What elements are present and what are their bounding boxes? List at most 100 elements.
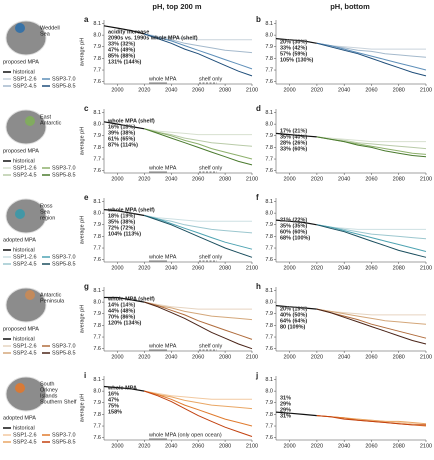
annotation: 68% (100%) xyxy=(280,235,310,241)
y-tick-label: 7.9 xyxy=(265,133,273,139)
x-tick-label: 2000 xyxy=(111,354,123,360)
series-line xyxy=(144,33,252,41)
annotation-header: whole MPA xyxy=(107,385,137,391)
series-line xyxy=(144,301,253,350)
x-tick-label: 2020 xyxy=(138,87,150,93)
antarctica xyxy=(5,109,47,145)
mpa-region xyxy=(15,209,25,219)
annotation: 39% (38%) xyxy=(108,130,135,136)
series-line xyxy=(144,33,253,70)
x-tick-label: 2020 xyxy=(311,443,323,449)
annotation: 105% (130%) xyxy=(280,57,313,63)
series-line xyxy=(316,224,427,252)
legend-label: SSP5-8.5 xyxy=(52,83,76,89)
y-tick-label: 7.7 xyxy=(265,334,273,340)
x-tick-label: 2020 xyxy=(138,176,150,182)
mpa-status: proposed MPA xyxy=(3,148,39,154)
series-line xyxy=(316,136,426,143)
y-tick-label: 7.8 xyxy=(265,323,273,329)
region-name: Antarctic xyxy=(40,292,62,298)
annotation: 158% xyxy=(108,409,122,415)
series-line xyxy=(144,390,252,400)
x-tick-label: 2060 xyxy=(365,176,377,182)
annotation: 131% (144%) xyxy=(108,59,141,65)
y-tick-label: 7.9 xyxy=(265,222,273,228)
y-tick-label: 8.0 xyxy=(93,211,101,217)
legend-label: SSP3-7.0 xyxy=(52,432,76,438)
series-line xyxy=(103,25,145,35)
panel-letter: h xyxy=(256,282,261,291)
x-tick-label: 2060 xyxy=(365,87,377,93)
x-tick-label: 2000 xyxy=(284,354,296,360)
y-tick-label: 8.1 xyxy=(265,199,273,205)
series-line xyxy=(144,128,252,136)
y-tick-label: 8.1 xyxy=(265,288,273,294)
legend-label: SSP5-8.5 xyxy=(52,439,76,445)
region-name: Peninsula xyxy=(40,298,65,304)
y-tick-label: 7.6 xyxy=(93,346,101,352)
region-name: region xyxy=(40,215,55,221)
y-tick-label: 7.7 xyxy=(265,423,273,429)
x-tick-label: 2080 xyxy=(393,87,405,93)
y-tick-label: 7.8 xyxy=(265,234,273,240)
legend-label: SSP2-4.5 xyxy=(13,439,37,445)
x-tick-label: 2060 xyxy=(365,354,377,360)
x-tick-label: 2020 xyxy=(311,176,323,182)
series-line xyxy=(144,215,253,258)
style-legend-label: whole MPA xyxy=(148,165,177,171)
x-tick-label: 2000 xyxy=(111,265,123,271)
series-line xyxy=(275,305,317,310)
annotation: 20% (30%) xyxy=(280,39,307,45)
x-tick-label: 2100 xyxy=(420,354,432,360)
series-line xyxy=(144,128,253,160)
y-axis-label: average pH xyxy=(79,394,85,422)
annotation-header: whole MPA (shelf) xyxy=(107,118,155,124)
y-tick-label: 7.9 xyxy=(93,222,101,228)
annotation: 120% (134%) xyxy=(108,320,141,326)
legend-label: historical xyxy=(13,425,35,431)
annotation-header: 2090s vs. 1990s whole MPA (shelf) xyxy=(108,35,198,41)
x-tick-label: 2060 xyxy=(192,443,204,449)
annotation: 70% (86%) xyxy=(108,314,135,320)
panel-letter: j xyxy=(255,371,258,380)
region-name: East xyxy=(40,114,51,120)
annotation: 85% (88%) xyxy=(108,53,135,59)
annotation: 20% (19%) xyxy=(280,306,307,312)
x-tick-label: 2020 xyxy=(311,354,323,360)
legend-label: historical xyxy=(13,247,35,253)
y-tick-label: 7.6 xyxy=(93,257,101,263)
y-tick-label: 7.7 xyxy=(93,245,101,251)
series-line xyxy=(316,42,427,71)
annotation: 104% (113%) xyxy=(108,231,141,237)
legend-label: SSP1-2.6 xyxy=(13,165,37,171)
x-tick-label: 2000 xyxy=(111,87,123,93)
x-tick-label: 2020 xyxy=(138,443,150,449)
y-tick-label: 8.0 xyxy=(93,33,101,39)
legend-label: SSP3-7.0 xyxy=(52,165,76,171)
annotation: 16% xyxy=(108,391,119,397)
y-tick-label: 7.8 xyxy=(265,56,273,62)
x-tick-label: 2000 xyxy=(284,443,296,449)
panel-letter: a xyxy=(84,15,89,24)
series-line xyxy=(275,411,317,417)
y-tick-label: 7.8 xyxy=(93,234,101,240)
mpa-status: proposed MPA xyxy=(3,59,39,65)
annotation: 64% (64%) xyxy=(280,318,307,324)
x-tick-label: 2000 xyxy=(111,443,123,449)
y-tick-label: 7.7 xyxy=(93,156,101,162)
annotation: 33% (60%) xyxy=(280,146,307,152)
y-tick-label: 7.7 xyxy=(265,67,273,73)
x-tick-label: 2080 xyxy=(393,176,405,182)
y-tick-label: 7.9 xyxy=(265,400,273,406)
legend-label: historical xyxy=(13,336,35,342)
mpa-region xyxy=(25,290,35,300)
series-line xyxy=(316,308,427,325)
y-tick-label: 7.7 xyxy=(265,156,273,162)
annotation: 35% (38%) xyxy=(108,219,135,225)
x-tick-label: 2060 xyxy=(192,176,204,182)
region-name: Islands xyxy=(40,393,58,399)
column-title: pH, top 200 m xyxy=(152,2,202,11)
style-legend-label: whole MPA xyxy=(148,343,177,349)
